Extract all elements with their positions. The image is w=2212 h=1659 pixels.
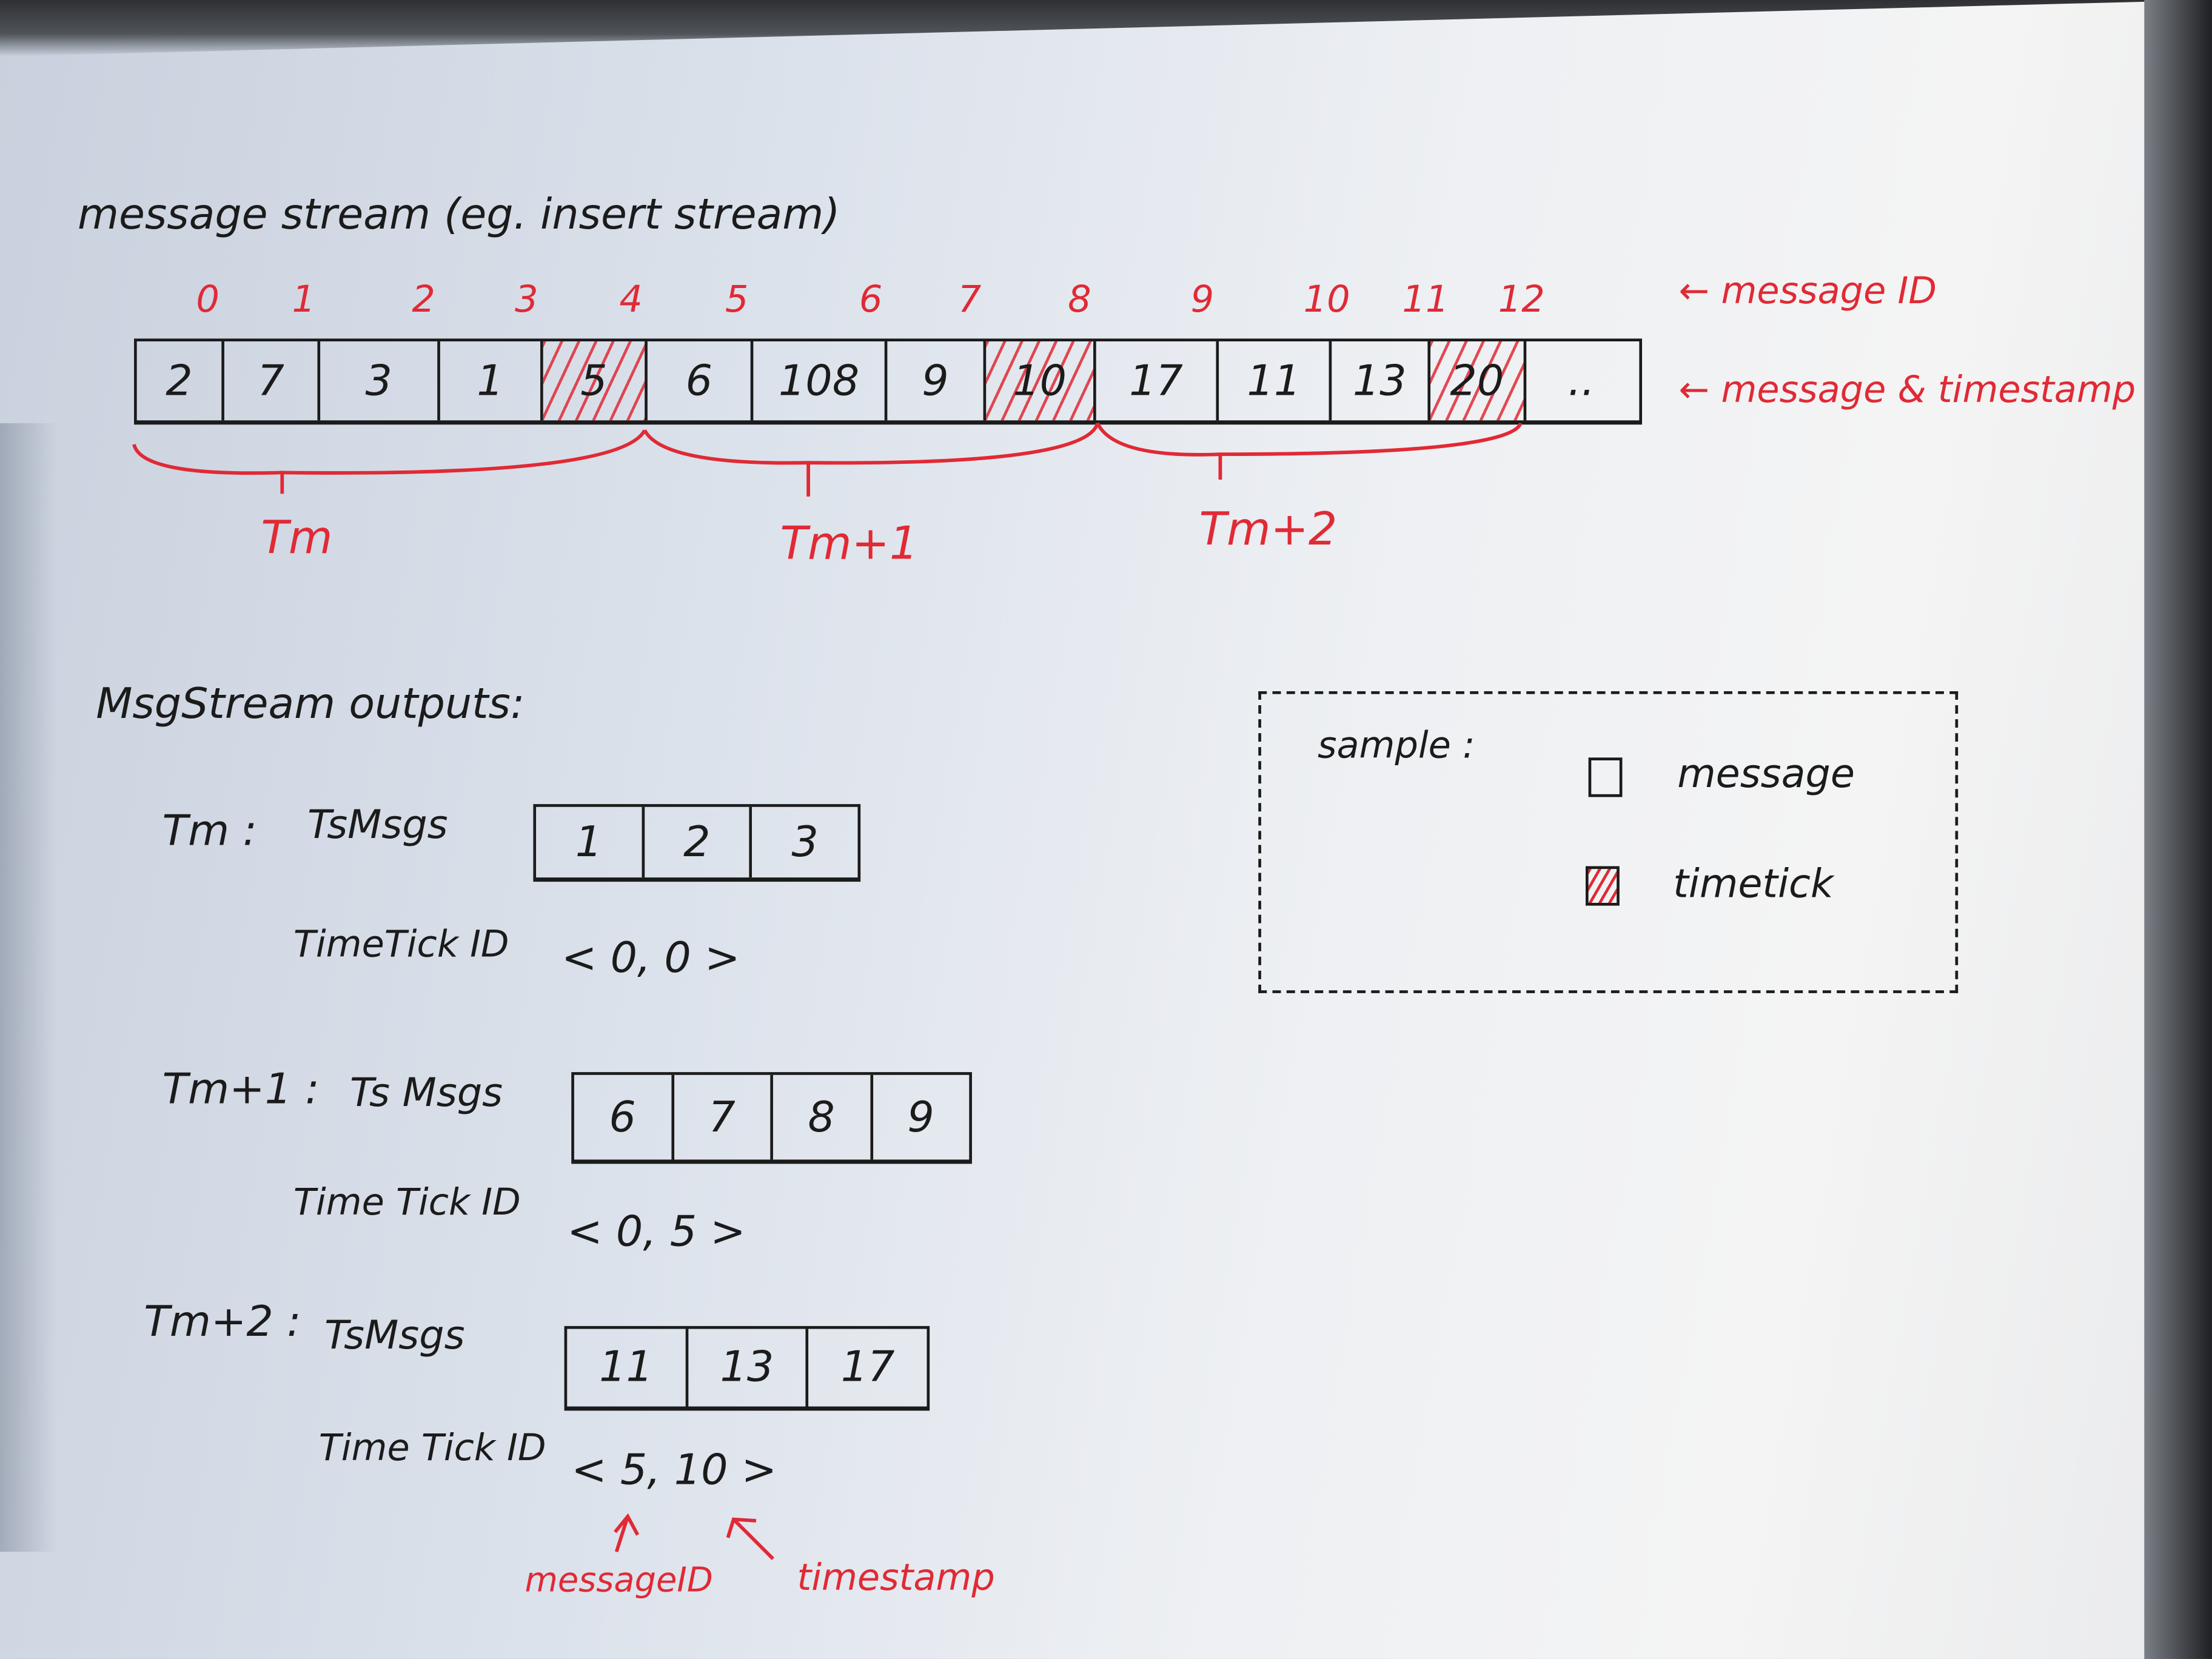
message-id-label: 0 (196, 279, 220, 322)
brace-tm (132, 429, 646, 494)
timetick-cell: 20 (1430, 341, 1527, 421)
arrow-label-timestamp: timestamp (797, 1557, 995, 1600)
message-id-label: 7 (957, 279, 982, 322)
legend-timetick: timetick (1673, 860, 1834, 907)
message-cell: 9 (887, 341, 987, 421)
arrow-up-timestamp (726, 1517, 774, 1560)
message-id-label: 4 (619, 279, 643, 322)
output-name-tm2: Tm+2 : (144, 1298, 301, 1347)
ts-msg-cell: 8 (773, 1074, 873, 1160)
annotation-message-timestamp: ← message & timestamp (1678, 369, 2136, 412)
timetick-label: TimeTick ID (293, 923, 509, 967)
message-cell: 13 (1332, 341, 1431, 421)
brace-tm1 (643, 422, 1099, 497)
message-cell: 2 (137, 341, 224, 421)
legend-message: message (1677, 750, 1855, 797)
ts-msg-cell: 17 (840, 1342, 895, 1393)
message-cell: 3 (320, 341, 440, 421)
group-label-tm2: Tm+2 (1199, 502, 1338, 556)
shadow (0, 423, 57, 1552)
message-id-label: 9 (1190, 279, 1215, 322)
message-cell: 7 (224, 341, 321, 421)
tsmsgs-box-tm2: 11 13 17 (564, 1326, 930, 1411)
message-cell: .. (1567, 356, 1595, 406)
timetick-label: Time Tick ID (318, 1427, 546, 1470)
timetick-cell: 10 (986, 341, 1096, 421)
message-stream-bar: 2 7 3 1 5 6 108 9 10 17 11 13 20.. (134, 338, 1643, 425)
group-label-tm1: Tm+1 (780, 516, 919, 570)
ts-msg-cell: 3 (791, 817, 819, 867)
photo-edge-right (2144, 0, 2212, 1659)
output-name-tm: Tm : (162, 806, 257, 857)
message-id-label: 3 (515, 279, 538, 322)
message-id-label: 2 (412, 279, 435, 322)
group-label-tm: Tm (261, 511, 333, 565)
timetick-label: Time Tick ID (293, 1182, 521, 1225)
arrow-label-message-id: messageID (525, 1560, 713, 1600)
annotation-message-id: ← message ID (1678, 270, 1937, 313)
diagram-title: message stream (eg. insert stream) (77, 190, 840, 240)
message-cell: 1 (440, 341, 543, 421)
ts-msg-cell: 9 (907, 1092, 934, 1142)
message-id-label: 10 (1303, 279, 1350, 322)
message-square-icon (1588, 757, 1623, 797)
tsmsgs-label: Ts Msgs (349, 1069, 503, 1116)
ts-msg-cell: 13 (688, 1329, 809, 1407)
output-name-tm1: Tm+1 : (162, 1065, 320, 1114)
message-cell: 108 (753, 341, 888, 421)
ts-msg-cell: 6 (574, 1074, 674, 1160)
message-id-label: 6 (859, 279, 883, 322)
arrow-up-message-id (614, 1513, 640, 1553)
ts-msg-cell: 7 (674, 1074, 773, 1160)
timetick-square-icon (1585, 866, 1620, 906)
message-cell: 6 (648, 341, 754, 421)
message-id-label: 11 (1402, 279, 1449, 322)
outputs-heading: MsgStream outputs: (96, 680, 525, 729)
ts-msg-cell: 2 (644, 806, 752, 878)
message-cell: 11 (1219, 341, 1332, 421)
message-id-label: 8 (1068, 279, 1091, 322)
legend-box: sample : message timetick (1258, 691, 1959, 993)
tsmsgs-label: TsMsgs (324, 1312, 465, 1359)
message-id-label: 5 (725, 279, 749, 322)
timetick-value-tm2: < 5, 10 > (571, 1446, 777, 1496)
message-id-label: 12 (1498, 279, 1545, 322)
timetick-value-tm: < 0, 0 > (561, 934, 740, 984)
message-id-label: 1 (292, 279, 316, 322)
tsmsgs-label: TsMsgs (307, 801, 448, 848)
ts-msg-cell: 1 (536, 806, 645, 878)
brace-tm2 (1096, 422, 1523, 480)
timetick-cell: 5 (543, 341, 648, 421)
ts-msg-cell: 11 (567, 1329, 688, 1407)
timetick-value-tm1: < 0, 5 > (567, 1207, 746, 1257)
message-cell: 17 (1096, 341, 1219, 421)
legend-title: sample : (1317, 725, 1475, 768)
